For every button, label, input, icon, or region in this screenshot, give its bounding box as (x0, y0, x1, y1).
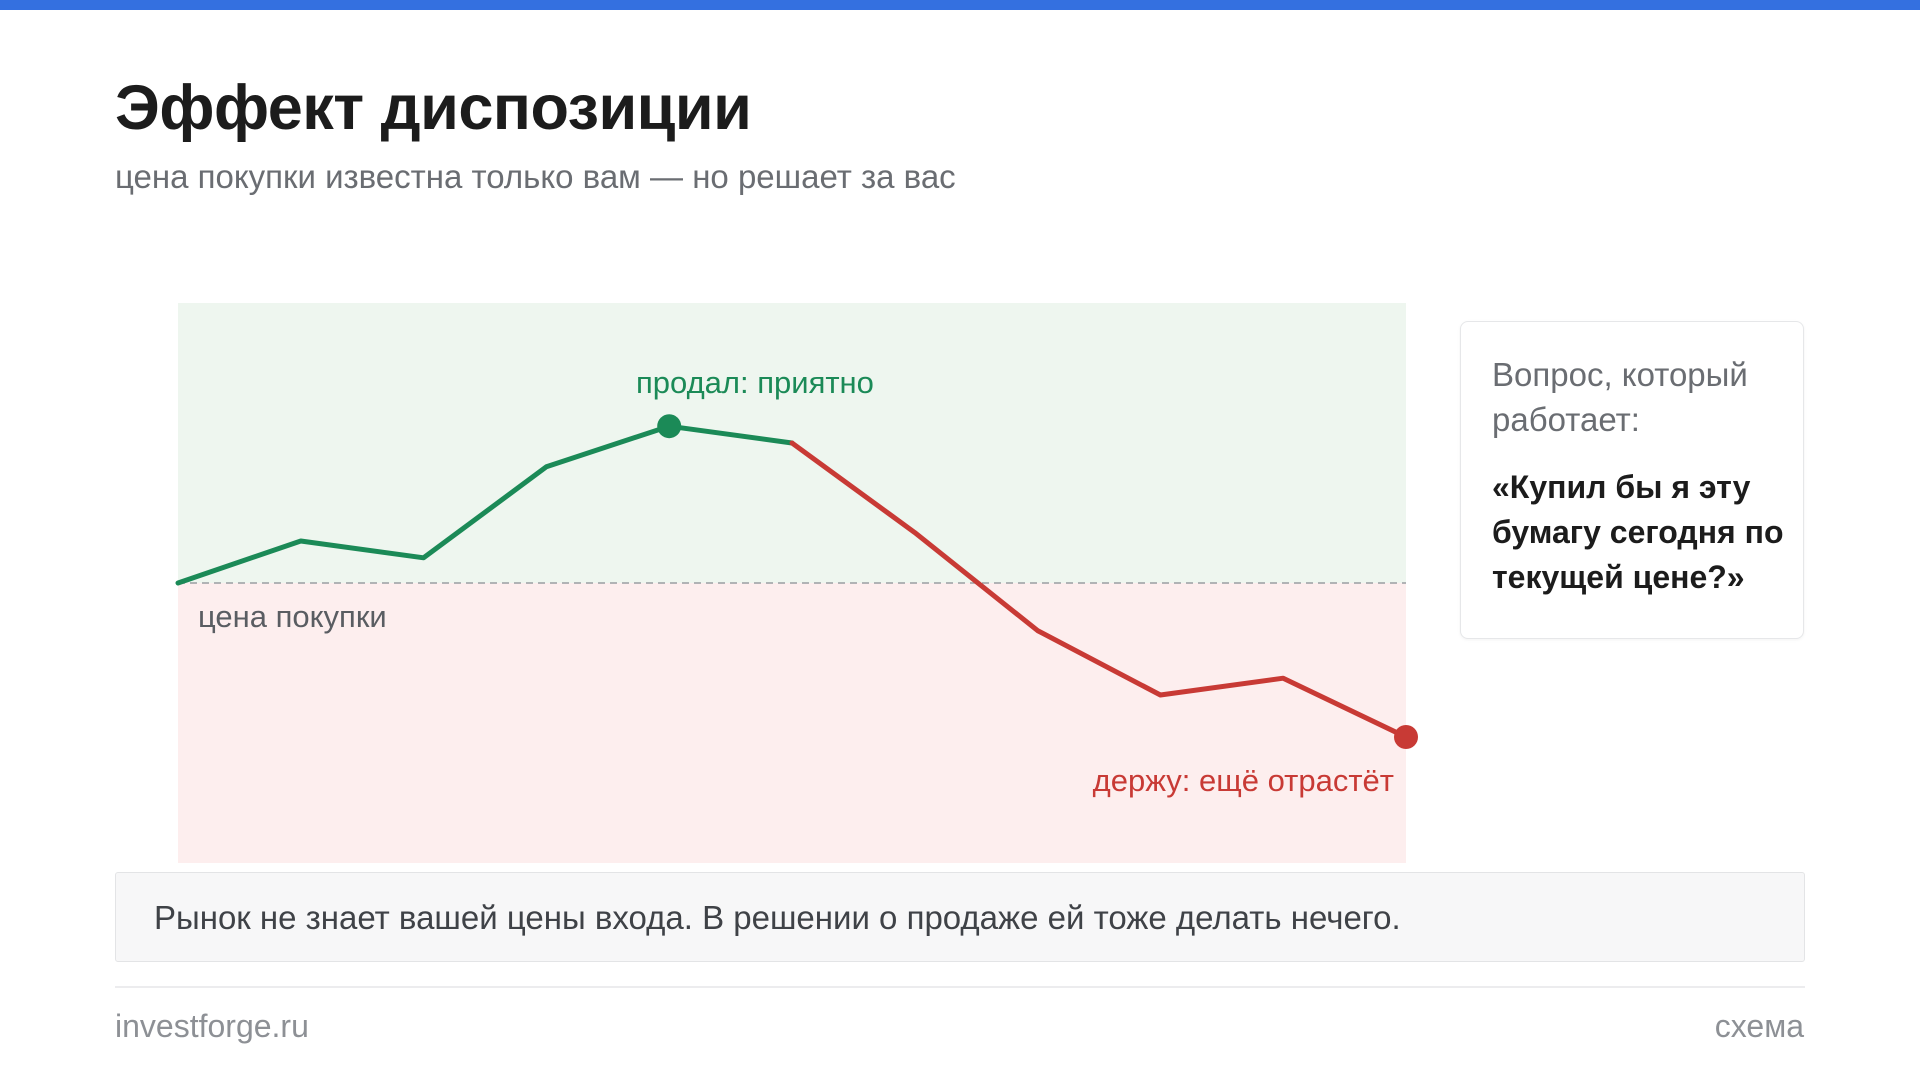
footer-divider (115, 986, 1805, 988)
note-text: Рынок не знает вашей цены входа. В решен… (154, 899, 1401, 936)
question-intro: Вопрос, который работает: (1492, 356, 1748, 438)
sell-point-marker (657, 414, 682, 439)
hold-annotation: держу: ещё отрастёт (1092, 763, 1394, 798)
page-title: Эффект диспозиции (115, 73, 752, 143)
disposition-chart: цена покупки продал: приятно держу: ещё … (175, 303, 1418, 863)
footer-tag: схема (1714, 1008, 1804, 1044)
price-line-gain (175, 423, 795, 586)
footer-site: investforge.ru (115, 1008, 309, 1044)
purchase-price-label: цена покупки (198, 599, 387, 634)
price-line-loss (789, 440, 1409, 740)
note-box: Рынок не знает вашей цены входа. В решен… (115, 872, 1805, 962)
page-subtitle: цена покупки известна только вам — но ре… (115, 158, 956, 195)
sold-annotation: продал: приятно (636, 365, 874, 400)
chart-canvas (175, 303, 1418, 863)
loss-zone (178, 583, 1406, 863)
top-accent-bar (0, 0, 1920, 10)
question-text: «Купил бы я эту бумагу сегодня по текуще… (1492, 469, 1784, 595)
hold-point-marker (1394, 725, 1418, 749)
question-card: Вопрос, который работает: «Купил бы я эт… (1460, 321, 1804, 639)
